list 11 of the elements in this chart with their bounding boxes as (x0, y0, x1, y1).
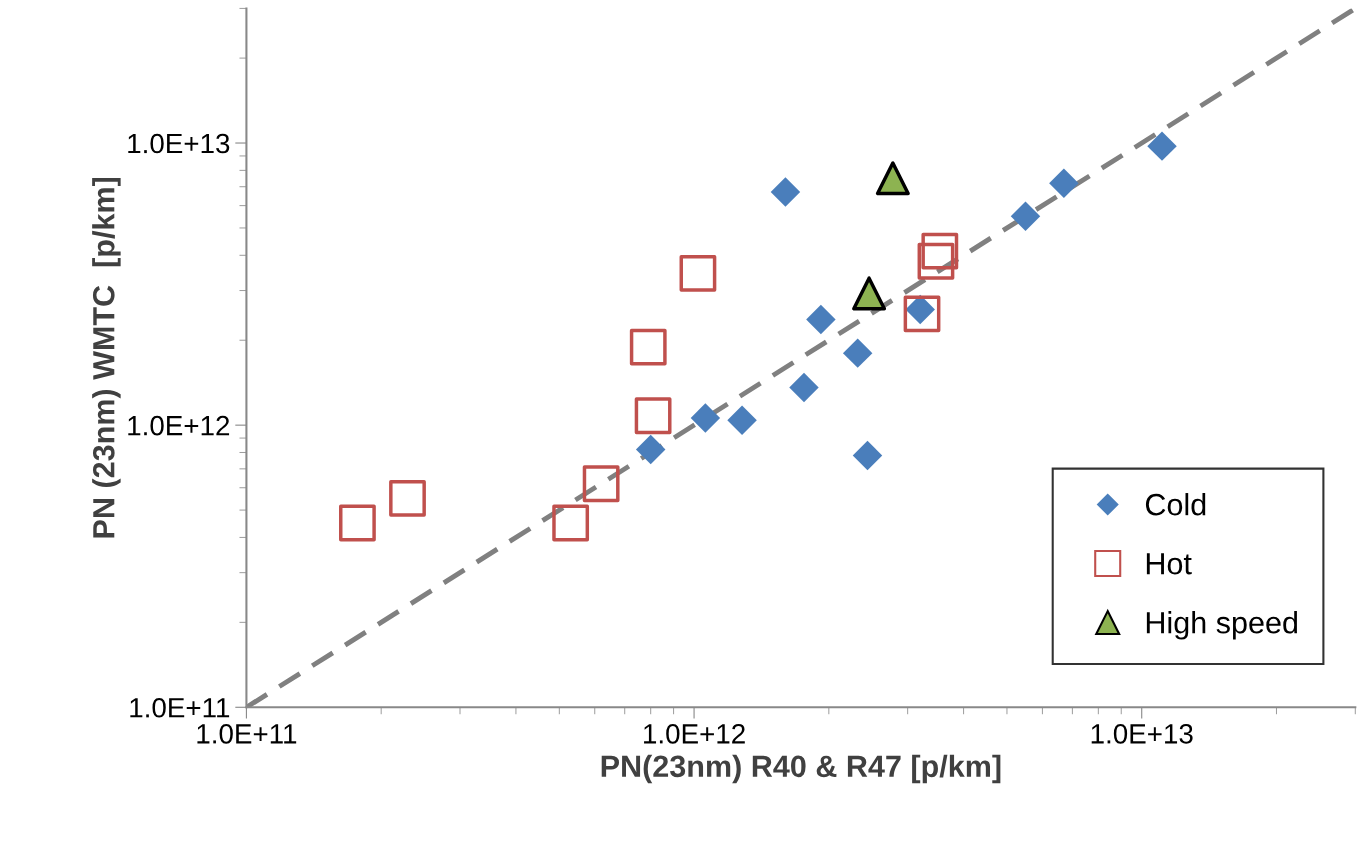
legend-label: Hot (1146, 553, 1192, 575)
x-tick-label: 1.0E+13 (1091, 723, 1193, 744)
legend-label: High speed (1146, 611, 1297, 640)
x-tick-label: 1.0E+12 (644, 723, 745, 744)
y-axis-title: PN (23nm) WMTC [p/km] (92, 177, 121, 538)
x-axis-title: PN(23nm) R40 & R47 [p/km] (601, 754, 1001, 784)
y-tick-label: 1.0E+11 (130, 697, 230, 718)
y-tick-label: 1.0E+12 (128, 415, 230, 436)
legend-label: Cold (1145, 493, 1206, 516)
x-tick-label: 1.0E+11 (197, 723, 297, 744)
y-tick-label: 1.0E+13 (128, 133, 230, 154)
